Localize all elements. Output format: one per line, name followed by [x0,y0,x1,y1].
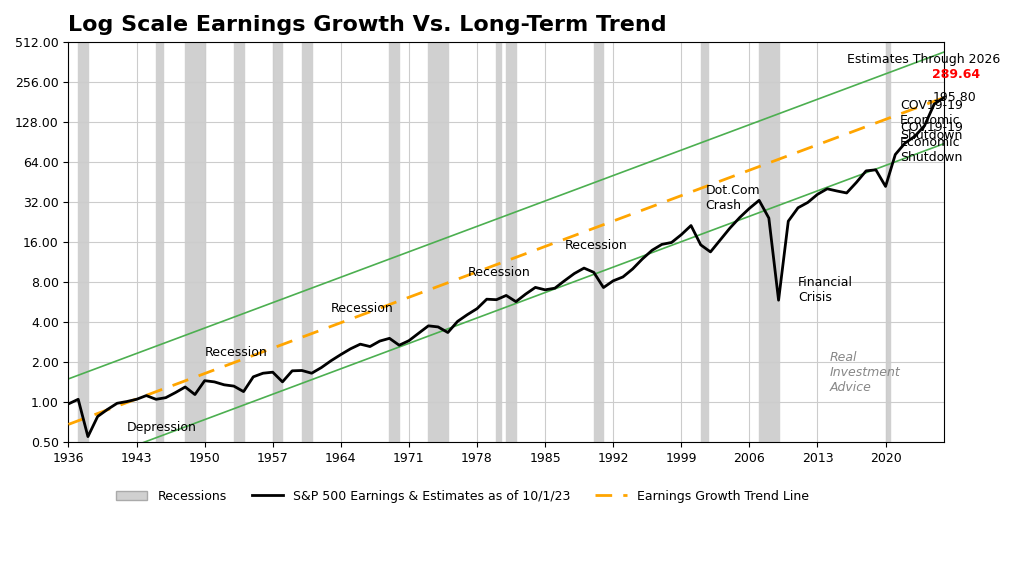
Text: Financial
Crisis: Financial Crisis [798,276,853,304]
Text: COV19-19
Economic
Shutdown: COV19-19 Economic Shutdown [900,99,963,143]
Bar [886,42,891,442]
Text: Depression: Depression [127,421,197,433]
Bar [185,42,205,442]
Bar [272,42,283,442]
Legend: Recessions, S&P 500 Earnings & Estimates as of 10/1/23, Earnings Growth Trend Li: Recessions, S&P 500 Earnings & Estimates… [112,485,814,508]
Bar [78,42,88,442]
Text: Recession: Recession [331,302,394,315]
Bar [156,42,163,442]
Bar [594,42,603,442]
Bar [428,42,447,442]
Bar [233,42,244,442]
Text: COV19-19
Economic
Shutdown: COV19-19 Economic Shutdown [900,121,963,164]
Text: Recession: Recession [564,239,628,252]
Text: Recession: Recession [467,265,530,279]
Text: Estimates Through 2026: Estimates Through 2026 [847,53,999,66]
Text: Dot.Com
Crash: Dot.Com Crash [706,184,760,212]
Text: Log Scale Earnings Growth Vs. Long-Term Trend: Log Scale Earnings Growth Vs. Long-Term … [69,15,667,35]
Bar [506,42,516,442]
Text: Recession: Recession [205,346,267,359]
Text: 195.80: 195.80 [932,91,976,104]
Bar [759,42,778,442]
Bar [302,42,311,442]
Text: 289.64: 289.64 [932,69,980,81]
Bar [389,42,399,442]
Text: Real
Investment
Advice: Real Investment Advice [830,351,901,394]
Bar [497,42,502,442]
Bar [700,42,708,442]
